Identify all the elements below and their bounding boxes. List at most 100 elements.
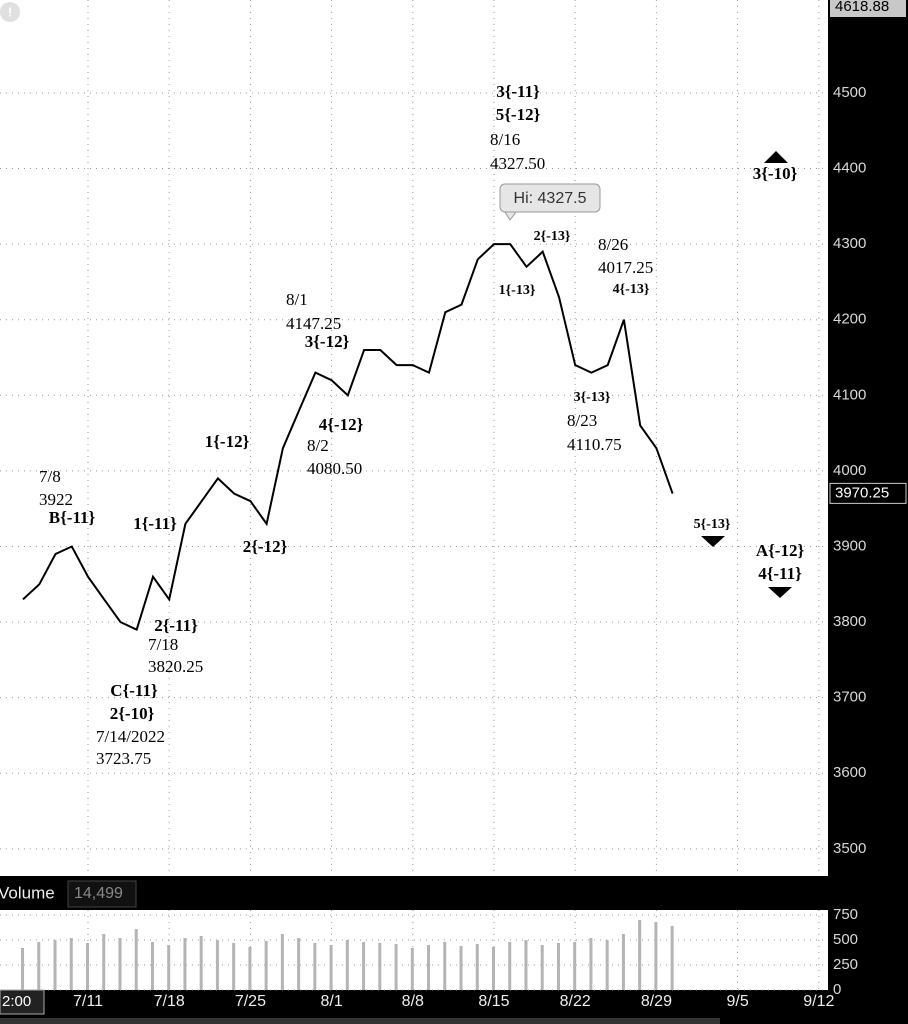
- y-tick-label: 4100: [833, 386, 866, 403]
- annotation: 8/16: [490, 130, 520, 149]
- volume-bar: [475, 944, 479, 990]
- annotation: 3820.25: [148, 657, 203, 676]
- cursor-label: 2:00: [2, 993, 31, 1010]
- annotation: 4{-13}: [613, 282, 650, 297]
- annotation: 3{-12}: [305, 332, 350, 351]
- y-tick-label: 500: [833, 931, 858, 948]
- annotation: 4017.25: [598, 258, 653, 277]
- high-label: Hi: 4327.5: [514, 190, 587, 207]
- volume-bar: [69, 938, 73, 990]
- annotation: 8/2: [307, 436, 329, 455]
- annotations: 3{-11} 5{-12} 8/16 4327.50 Hi: 4327.5 3{…: [39, 82, 804, 768]
- volume-bar: [459, 946, 463, 990]
- volume-bar: [670, 926, 674, 990]
- x-tick-label: 8/29: [641, 993, 672, 1010]
- volume-bar: [605, 940, 609, 990]
- volume-bar: [134, 929, 138, 990]
- y-tick-label: 4300: [833, 235, 866, 252]
- x-tick-label: 8/1: [320, 993, 342, 1010]
- annotation: 4327.50: [490, 154, 545, 173]
- annotation: C{-11}: [110, 681, 158, 700]
- annotation: 4{-12}: [319, 415, 364, 434]
- annotation: 5{-13}: [694, 517, 731, 532]
- top-price-box: [830, 0, 906, 17]
- y-tick-label: 3500: [833, 840, 866, 857]
- annotation: 2{-11}: [154, 616, 198, 635]
- annotation: 4{-11}: [758, 564, 802, 583]
- volume-bar: [345, 940, 349, 990]
- annotation: 7/8: [39, 467, 61, 486]
- volume-bar: [215, 940, 219, 990]
- annotation: B{-11}: [49, 508, 96, 527]
- y-tick-label: 4000: [833, 462, 866, 479]
- volume-bar: [573, 942, 577, 990]
- volume-bar: [264, 941, 268, 990]
- volume-bar: [53, 940, 57, 990]
- last-price-box: [829, 482, 907, 504]
- y-tick-label: 3600: [833, 764, 866, 781]
- annotation: 2{-13}: [534, 229, 571, 244]
- volume-bar: [427, 945, 431, 990]
- annotation: 3{-13}: [574, 390, 611, 405]
- last-price-label: 3970.25: [835, 484, 889, 501]
- y-tick-label: 750: [833, 906, 858, 923]
- scrollbar[interactable]: [0, 1018, 720, 1024]
- annotation: 3922: [39, 490, 73, 509]
- annotation: 2{-12}: [243, 537, 288, 556]
- y-tick-label: 250: [833, 956, 858, 973]
- alert-icon-glyph: !: [8, 4, 12, 19]
- volume-header: [0, 878, 828, 908]
- x-tick-label: 7/11: [73, 993, 103, 1010]
- annotation: 2{-10}: [110, 704, 155, 723]
- price-panel: [0, 0, 828, 876]
- x-tick-label: 9/5: [726, 993, 748, 1010]
- annotation: 4147.25: [286, 314, 341, 333]
- y-tick-label: 3900: [833, 537, 866, 554]
- annotation: 8/23: [567, 411, 597, 430]
- volume-bar: [508, 942, 512, 990]
- annotation: 1{-12}: [205, 432, 250, 451]
- y-tick-label: 4500: [833, 84, 866, 101]
- volume-bar: [232, 943, 236, 990]
- annotation: 1{-11}: [133, 514, 177, 533]
- volume-bar: [443, 942, 447, 990]
- volume-value: 14,499: [74, 885, 123, 902]
- volume-bar: [86, 943, 89, 990]
- arrow-down: [768, 587, 792, 598]
- y-tick-label: 3800: [833, 613, 866, 630]
- x-tick-label: 8/15: [478, 993, 509, 1010]
- volume-value-box: [67, 880, 137, 908]
- annotation: 3{-10}: [753, 164, 798, 183]
- annotation: 1{-13}: [499, 283, 536, 298]
- volume-panel: [0, 910, 828, 990]
- annotation: 7/18: [148, 635, 178, 654]
- volume-bar: [167, 945, 171, 990]
- high-callout: [499, 183, 601, 213]
- annotation: 4110.75: [567, 435, 622, 454]
- volume-bar: [199, 936, 203, 990]
- annotation: 3{-11}: [496, 82, 540, 101]
- volume-bar: [362, 942, 366, 990]
- y-tick-label: 4400: [833, 160, 866, 177]
- x-tick-label: 8/22: [560, 993, 591, 1010]
- volume-bar: [313, 943, 317, 990]
- alert-icon[interactable]: [0, 2, 20, 22]
- volume-title: Volume: [0, 883, 55, 902]
- volume-bar: [21, 948, 25, 990]
- arrow-down: [701, 536, 725, 547]
- annotation: 3723.75: [96, 749, 151, 768]
- x-tick-label: 7/18: [154, 993, 185, 1010]
- volume-bar: [589, 938, 593, 990]
- volume-bar: [329, 945, 333, 990]
- volume-bar: [150, 942, 154, 990]
- volume-bar: [654, 922, 658, 990]
- annotation: A{-12}: [756, 541, 805, 560]
- volume-bar: [297, 938, 301, 990]
- annotation: 5{-12}: [496, 105, 541, 124]
- x-tick-label: 8/8: [402, 993, 424, 1010]
- volume-bar: [394, 944, 398, 990]
- callout-pointer: [504, 211, 517, 221]
- y-tick-label: 0: [833, 981, 841, 998]
- volume-bar: [621, 934, 625, 990]
- y-tick-label: 4200: [833, 311, 866, 328]
